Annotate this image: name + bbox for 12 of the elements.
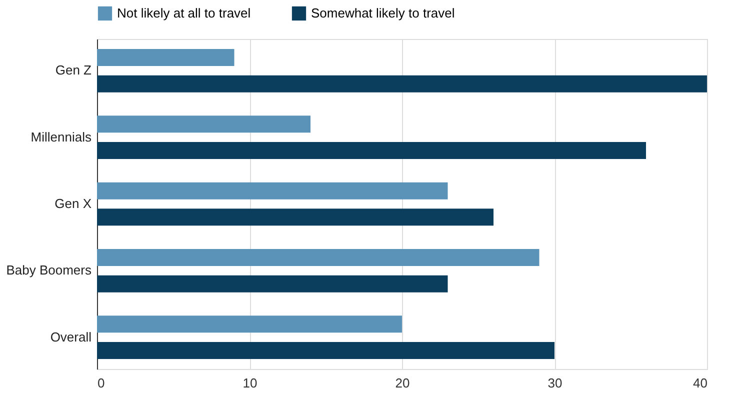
legend-label: Somewhat likely to travel [311,5,455,20]
x-tick-label: 30 [548,376,562,390]
y-tick-label: Gen Z [55,62,92,78]
y-tick-label: Overall [50,329,92,344]
x-tick-label: 20 [395,376,410,390]
x-tick-label: 40 [693,376,708,390]
legend-label: Not likely at all to travel [117,5,251,20]
y-tick-label: Baby Boomers [6,262,92,278]
y-tick-label: Gen X [54,196,92,211]
x-tick-label: 0 [98,376,105,390]
x-tick-label: 10 [242,376,258,390]
y-tick-label: Millennials [30,129,92,144]
